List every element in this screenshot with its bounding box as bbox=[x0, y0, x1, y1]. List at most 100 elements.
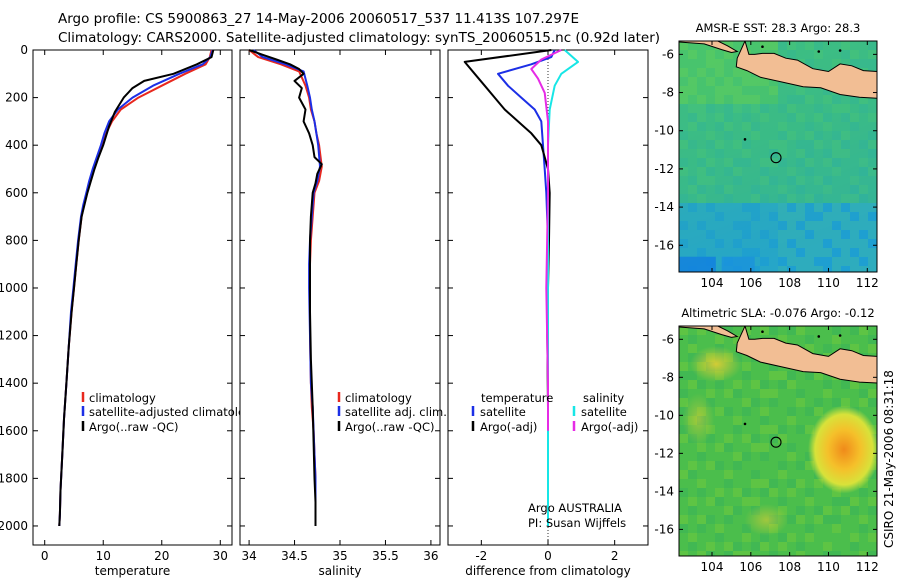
sla-cell bbox=[751, 461, 760, 470]
sla-cell bbox=[742, 497, 751, 506]
sla-cell bbox=[796, 371, 805, 380]
sst-cell bbox=[760, 77, 769, 86]
sst-cell bbox=[760, 221, 769, 230]
sst-cell bbox=[688, 194, 697, 203]
sla-cell bbox=[733, 533, 742, 542]
sst-cell bbox=[850, 221, 859, 230]
x-tick-label: -2 bbox=[475, 549, 487, 563]
sst-cell bbox=[769, 122, 778, 131]
sst-cell bbox=[823, 95, 832, 104]
sla-cell bbox=[697, 380, 706, 389]
credit-line-1: Argo AUSTRALIA bbox=[528, 501, 622, 515]
sst-cell bbox=[778, 176, 787, 185]
sla-cell bbox=[850, 497, 859, 506]
sst-cell bbox=[814, 203, 823, 212]
sst-cell bbox=[706, 167, 715, 176]
sla-cell bbox=[742, 416, 751, 425]
sla-cell bbox=[823, 533, 832, 542]
sst-cell bbox=[841, 122, 850, 131]
sla-cell bbox=[733, 506, 742, 515]
sst-cell bbox=[850, 113, 859, 122]
sst-cell bbox=[706, 221, 715, 230]
sla-cell bbox=[688, 371, 697, 380]
sla-cell bbox=[769, 362, 778, 371]
sst-cell bbox=[751, 212, 760, 221]
sla-cell bbox=[724, 461, 733, 470]
x-tick-label: 0 bbox=[544, 549, 552, 563]
sst-cell bbox=[697, 86, 706, 95]
sst-cell bbox=[787, 41, 796, 50]
sst-cell bbox=[733, 113, 742, 122]
sla-cell bbox=[805, 425, 814, 434]
sla-cell bbox=[688, 551, 697, 556]
sst-cell bbox=[841, 176, 850, 185]
sla-cell bbox=[787, 479, 796, 488]
sst-cell bbox=[778, 41, 787, 50]
sst-cell bbox=[742, 140, 751, 149]
x-tick-label: 106 bbox=[739, 276, 762, 290]
sst-cell bbox=[742, 122, 751, 131]
sst-cell bbox=[769, 266, 778, 272]
sla-cell bbox=[760, 461, 769, 470]
sst-cell bbox=[769, 257, 778, 266]
sst-cell bbox=[814, 239, 823, 248]
sst-cell bbox=[706, 149, 715, 158]
sla-cell bbox=[733, 515, 742, 524]
sla-cell bbox=[787, 470, 796, 479]
sla-cell bbox=[778, 542, 787, 551]
sst-cold-patch bbox=[679, 256, 716, 272]
sst-cell bbox=[679, 68, 688, 77]
sla-cell bbox=[679, 362, 688, 371]
sla-cell bbox=[859, 515, 868, 524]
sst-cell bbox=[742, 248, 751, 257]
sst-cell bbox=[868, 113, 877, 122]
island-marker bbox=[761, 45, 764, 49]
map-content bbox=[679, 41, 877, 272]
sst-cell bbox=[697, 230, 706, 239]
sst-cell bbox=[805, 122, 814, 131]
sst-cell bbox=[814, 86, 823, 95]
sst-cell bbox=[724, 140, 733, 149]
sst-cell bbox=[787, 212, 796, 221]
sla-cell bbox=[679, 326, 688, 335]
sst-cell bbox=[778, 95, 787, 104]
sla-cell bbox=[715, 524, 724, 533]
sla-cell bbox=[715, 506, 724, 515]
sla-cell bbox=[778, 371, 787, 380]
sla-cell bbox=[715, 434, 724, 443]
sst-cell bbox=[751, 239, 760, 248]
sla-cell bbox=[841, 398, 850, 407]
sst-cell bbox=[850, 158, 859, 167]
sst-cell bbox=[760, 149, 769, 158]
sla-cell bbox=[850, 506, 859, 515]
sst-cell bbox=[850, 167, 859, 176]
sst-cell bbox=[715, 140, 724, 149]
salinity-profile-axes-box bbox=[239, 49, 441, 546]
sst-cell bbox=[697, 212, 706, 221]
sst-cell bbox=[679, 113, 688, 122]
sst-cell bbox=[850, 41, 859, 50]
sst-cell bbox=[823, 248, 832, 257]
sla-cell bbox=[715, 416, 724, 425]
sla-cell bbox=[733, 479, 742, 488]
sst-cell bbox=[832, 176, 841, 185]
sla-cell bbox=[769, 407, 778, 416]
sla-cell bbox=[823, 380, 832, 389]
sla-cell bbox=[832, 551, 841, 556]
sla-cell bbox=[706, 488, 715, 497]
sla-cell bbox=[769, 443, 778, 452]
sst-cell bbox=[715, 266, 724, 272]
sla-cell bbox=[697, 389, 706, 398]
sla-cell bbox=[724, 470, 733, 479]
sst-cold-patch bbox=[721, 256, 755, 272]
sst-cell bbox=[859, 50, 868, 59]
sla-cell bbox=[724, 452, 733, 461]
sst-cell bbox=[688, 248, 697, 257]
sst-cell bbox=[859, 203, 868, 212]
y-tick-label: -8 bbox=[662, 370, 674, 384]
sst-cell bbox=[697, 50, 706, 59]
sst-cell bbox=[778, 131, 787, 140]
sst-cell bbox=[769, 167, 778, 176]
sst-cell bbox=[850, 50, 859, 59]
